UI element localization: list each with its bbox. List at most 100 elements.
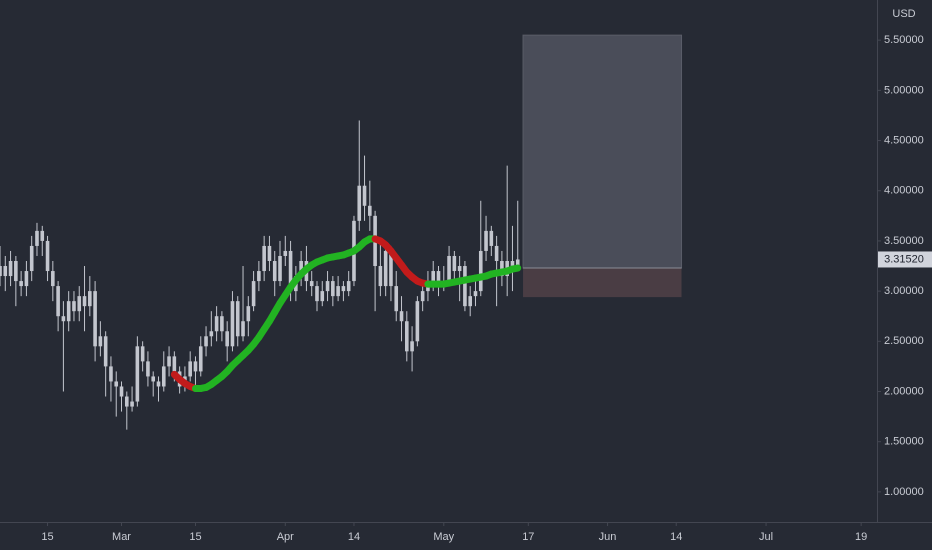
currency-label: USD xyxy=(892,8,915,20)
y-tick-label: 2.00000 xyxy=(884,385,924,397)
candle-body xyxy=(447,255,451,282)
candle-body xyxy=(331,281,335,297)
candle-body xyxy=(230,301,235,347)
y-tick-label: 5.00000 xyxy=(884,84,924,96)
loss-zone xyxy=(523,268,682,298)
candle-body xyxy=(452,255,457,272)
candle-body xyxy=(399,311,404,322)
candle-body xyxy=(188,361,192,377)
candle-body xyxy=(114,381,119,387)
x-tick-label: 19 xyxy=(855,531,867,543)
candle-body xyxy=(8,261,13,277)
candle-body xyxy=(436,271,441,287)
candle-body xyxy=(251,281,256,307)
candle-body xyxy=(309,281,314,287)
y-tick-label: 3.50000 xyxy=(884,235,924,247)
candle-body xyxy=(515,259,520,267)
x-tick-label: Mar xyxy=(112,531,131,543)
y-tick-label: 2.50000 xyxy=(884,335,924,347)
candle-body xyxy=(341,286,346,292)
candle-body xyxy=(510,261,515,267)
candle-body xyxy=(431,271,436,282)
candle-body xyxy=(130,401,134,407)
x-tick-label: May xyxy=(433,531,454,543)
candle-body xyxy=(3,266,8,277)
candle-body xyxy=(66,301,71,322)
candle-body xyxy=(109,366,113,382)
candle-body xyxy=(410,341,414,352)
candle-body xyxy=(457,266,462,272)
candle-body xyxy=(14,261,18,282)
candle-body xyxy=(156,381,161,387)
x-tick-label: Jul xyxy=(759,531,773,543)
candle-body xyxy=(98,336,103,347)
candle-body xyxy=(51,271,55,287)
candle-body xyxy=(167,356,171,367)
candle-body xyxy=(420,291,425,302)
candle-body xyxy=(24,271,29,287)
candle-body xyxy=(19,281,23,287)
candle-body xyxy=(362,185,367,206)
candle-body xyxy=(257,271,261,282)
candle-body xyxy=(135,346,140,402)
candle-body xyxy=(72,301,76,312)
candle-body xyxy=(198,346,203,372)
candle-body xyxy=(278,255,282,282)
x-tick-label: 15 xyxy=(41,531,53,543)
candle-body xyxy=(267,245,272,261)
ma-segment xyxy=(508,264,522,273)
candle-body xyxy=(235,301,240,337)
candle-body xyxy=(262,245,266,272)
candle-body xyxy=(0,266,2,277)
candle-body xyxy=(119,386,124,397)
x-tick-label: 15 xyxy=(189,531,201,543)
candle-body xyxy=(146,361,150,377)
candle-body xyxy=(82,296,87,307)
candle-body xyxy=(241,321,245,337)
y-tick-label: 1.00000 xyxy=(884,486,924,498)
candle-body xyxy=(151,376,156,382)
candle-body xyxy=(288,250,293,292)
candle-body xyxy=(336,286,340,297)
candle-body xyxy=(494,245,499,261)
candle-body xyxy=(299,261,303,277)
candle-body xyxy=(484,230,488,251)
candle-body xyxy=(405,321,409,352)
candle-body xyxy=(489,230,494,246)
candle-body xyxy=(325,281,330,292)
candle-body xyxy=(56,286,60,317)
x-tick-label: 14 xyxy=(348,531,360,543)
candle-body xyxy=(389,250,393,287)
candle-body xyxy=(368,205,372,216)
candle-body xyxy=(35,230,39,246)
candle-body xyxy=(77,296,82,312)
candle-body xyxy=(346,281,351,292)
candle-body xyxy=(61,316,66,322)
candle-body xyxy=(225,331,229,347)
candle-body xyxy=(29,245,34,272)
candle-body xyxy=(272,261,277,282)
candle-body xyxy=(378,266,383,287)
candle-body xyxy=(161,366,166,387)
candle-body xyxy=(320,291,325,302)
x-tick-label: 14 xyxy=(670,531,682,543)
x-tick-label: Apr xyxy=(277,531,294,543)
x-tick-label: Jun xyxy=(599,531,617,543)
candle-body xyxy=(214,316,219,332)
profit-zone xyxy=(522,34,683,269)
candle-body xyxy=(468,296,472,307)
candle-body xyxy=(394,286,399,312)
y-tick-label: 4.00000 xyxy=(884,185,924,197)
candle-body xyxy=(463,266,467,307)
candle-body xyxy=(93,291,97,347)
candle-body xyxy=(383,250,388,287)
candle-body xyxy=(45,240,50,272)
candle-body xyxy=(478,250,483,292)
y-tick-label: 3.00000 xyxy=(884,285,924,297)
candle-body xyxy=(140,346,145,362)
candle-body xyxy=(220,316,224,332)
last-price-box xyxy=(878,251,932,268)
candle-body xyxy=(209,331,214,337)
